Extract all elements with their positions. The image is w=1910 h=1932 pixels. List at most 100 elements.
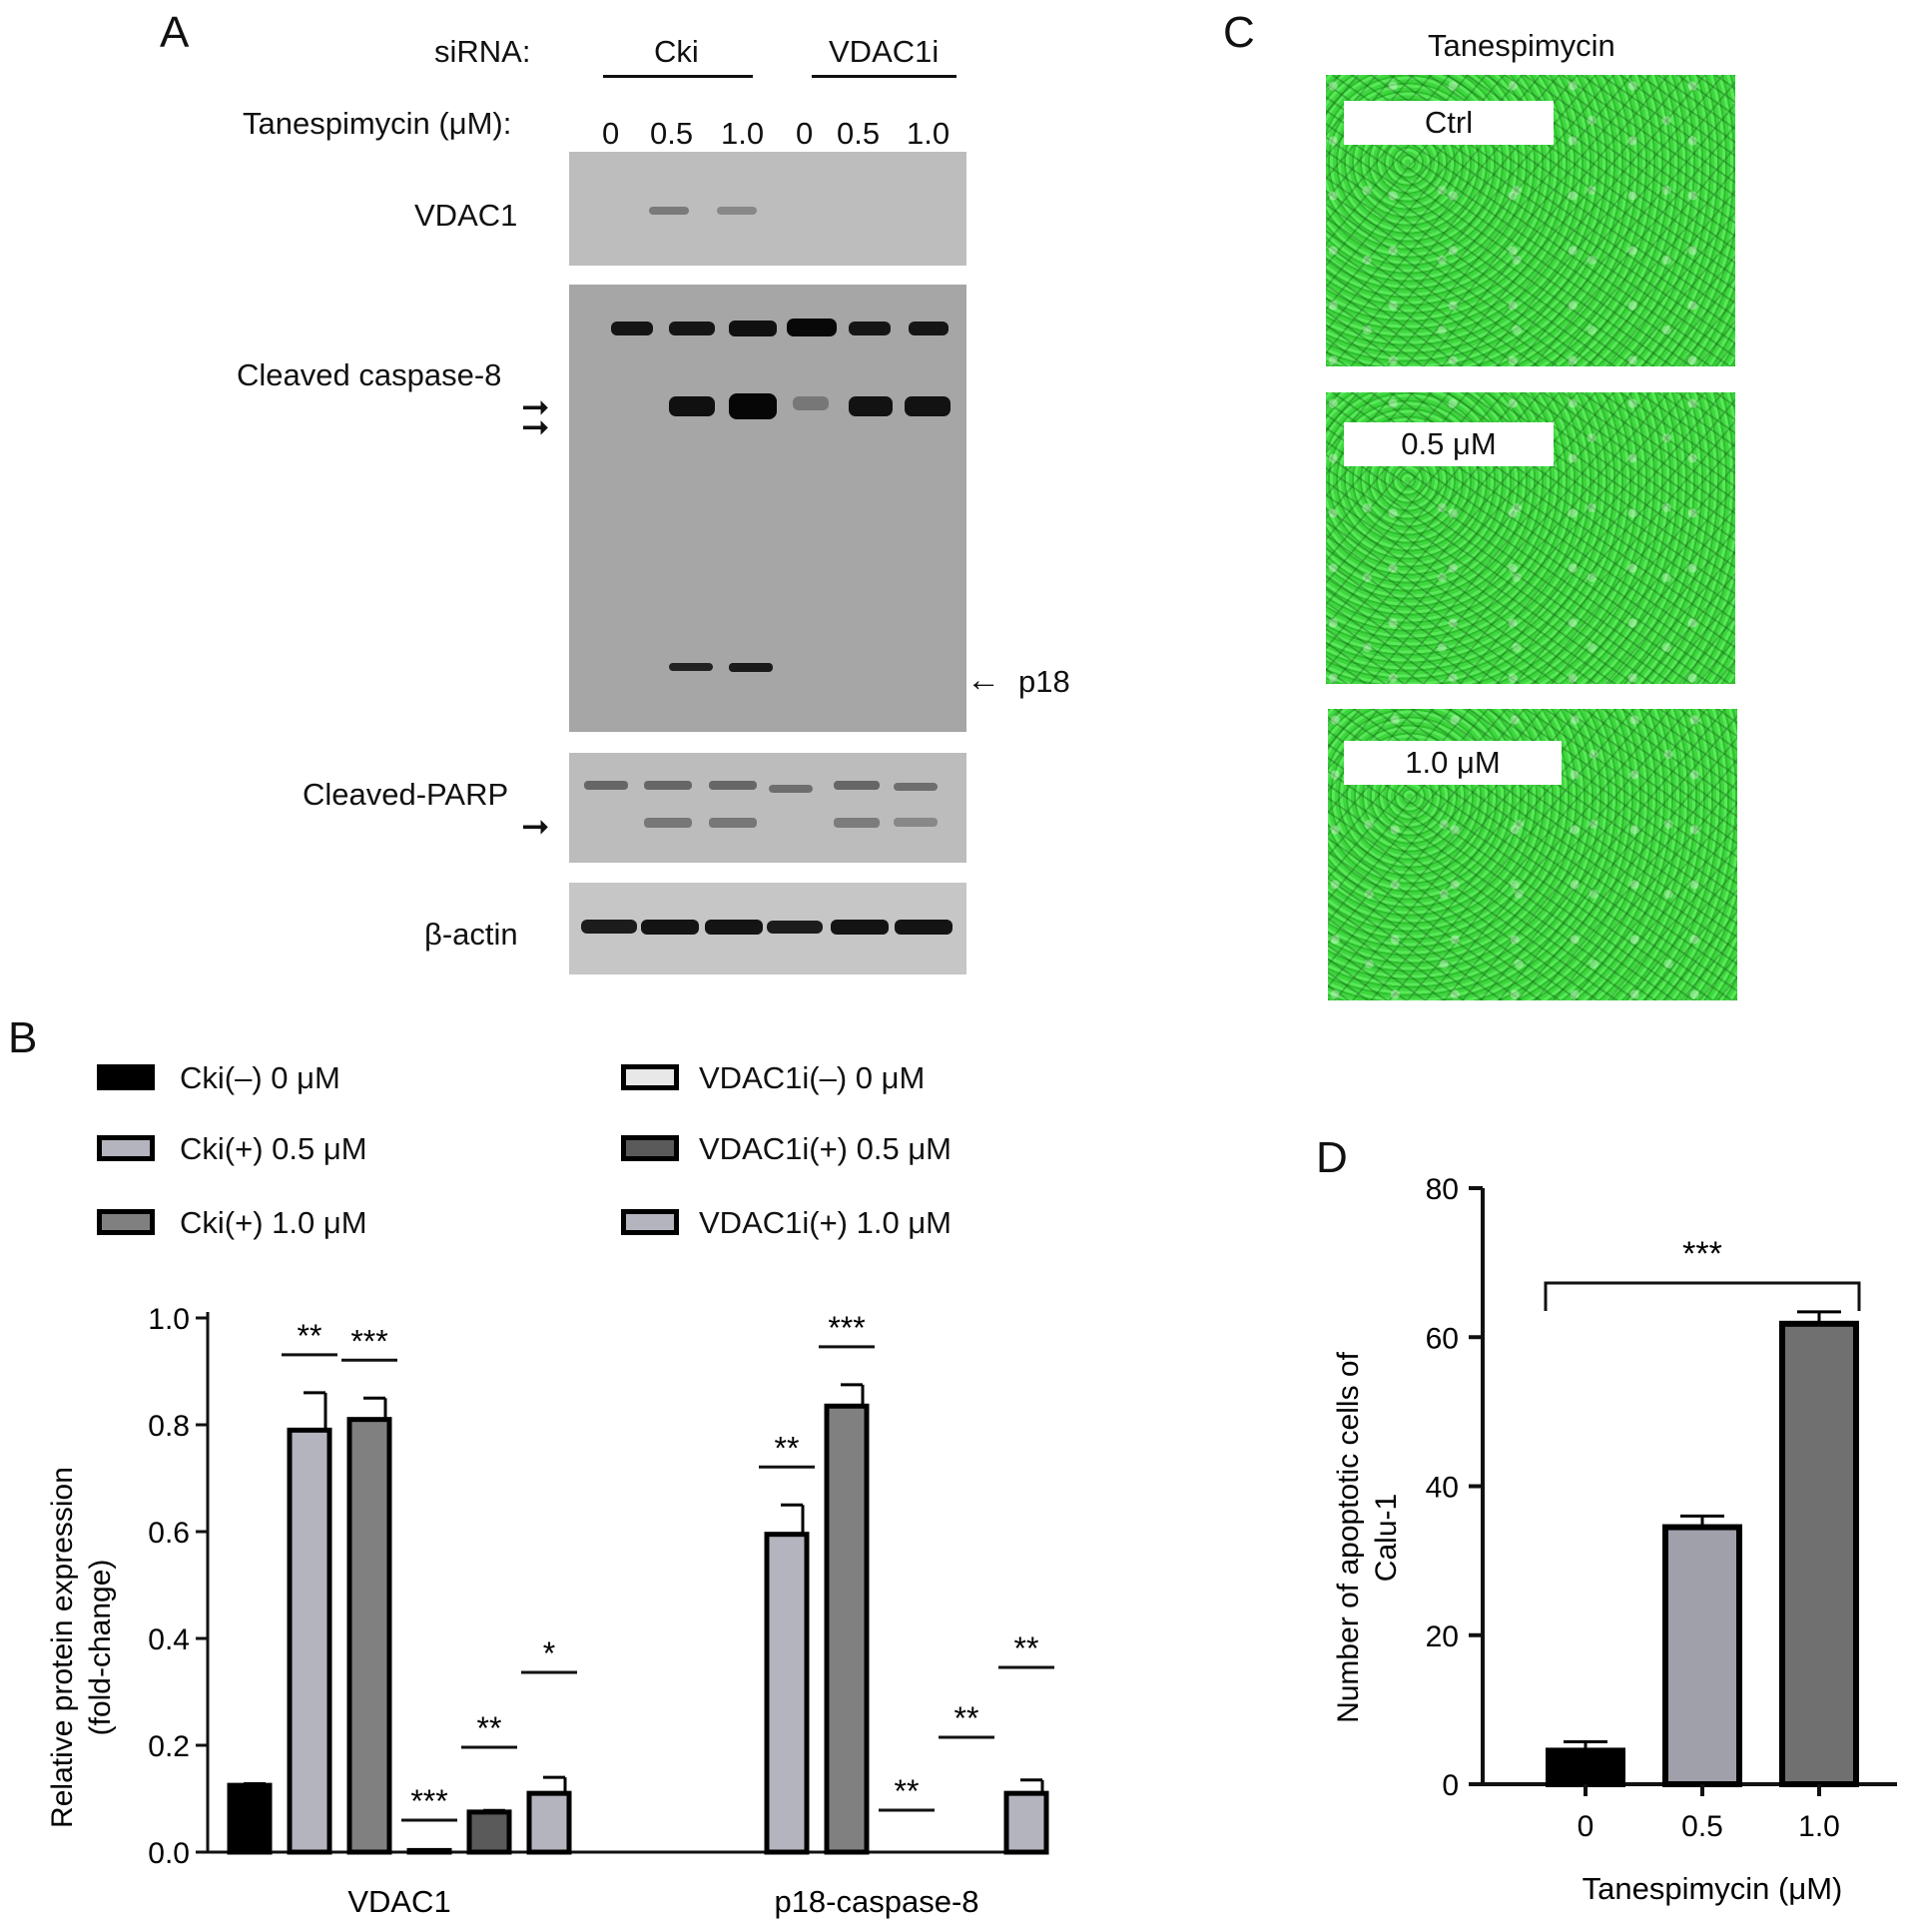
x-tick-label: 0 bbox=[1578, 1810, 1594, 1843]
bar bbox=[1779, 1320, 1859, 1787]
ylabel-line2: Calu-1 bbox=[1370, 1494, 1403, 1582]
legend-label: Cki(+) 0.5 μM bbox=[180, 1131, 367, 1166]
bar bbox=[406, 1847, 452, 1855]
bar bbox=[526, 1790, 572, 1855]
significance-label: *** bbox=[350, 1323, 387, 1359]
y-tick-label: 0.0 bbox=[148, 1837, 190, 1870]
arrow-icon: ➞ bbox=[521, 388, 550, 426]
micrograph-label-10: 1.0 μM bbox=[1344, 741, 1562, 785]
band bbox=[669, 663, 713, 671]
arrow-left-icon: ← bbox=[966, 661, 1000, 699]
blot-label-vdac1: VDAC1 bbox=[414, 198, 518, 233]
band bbox=[895, 920, 953, 935]
significance-label: ** bbox=[955, 1700, 979, 1736]
significance-label: *** bbox=[1682, 1235, 1722, 1273]
chart-d-plot: 0 20 40 60 80 0 0.5 1.0 *** bbox=[1426, 1173, 1897, 1843]
significance-bracket bbox=[1544, 1281, 1861, 1311]
significance-label: *** bbox=[828, 1310, 865, 1346]
bar bbox=[466, 1809, 512, 1855]
band bbox=[729, 393, 777, 419]
group-label-vdac1i: VDAC1i bbox=[829, 34, 940, 69]
bar bbox=[227, 1782, 273, 1855]
blot-parp bbox=[569, 753, 966, 863]
y-tick-label: 1.0 bbox=[148, 1303, 190, 1336]
y-tick-label: 20 bbox=[1426, 1620, 1459, 1653]
blot-vdac1 bbox=[569, 152, 966, 266]
y-tick-label: 0 bbox=[1442, 1769, 1459, 1802]
bar bbox=[824, 1403, 870, 1855]
panel-c-title: Tanespimycin bbox=[1428, 28, 1615, 63]
micrograph-05: 0.5 μM bbox=[1326, 392, 1735, 684]
y-tick-label: 40 bbox=[1426, 1472, 1459, 1505]
band bbox=[834, 818, 880, 828]
legend-swatch bbox=[621, 1064, 679, 1090]
chart-d: Number of apoptotic cells of Calu-1 Tane… bbox=[1332, 1173, 1897, 1906]
legend-label: Cki(–) 0 μM bbox=[180, 1060, 340, 1095]
significance-label: * bbox=[543, 1635, 555, 1671]
significance-label: *** bbox=[410, 1783, 447, 1819]
band bbox=[644, 781, 692, 790]
band bbox=[849, 396, 893, 416]
blot-actin bbox=[569, 883, 966, 974]
band bbox=[793, 396, 829, 410]
band bbox=[669, 396, 715, 416]
band bbox=[729, 321, 777, 336]
sirna-label: siRNA: bbox=[434, 34, 531, 69]
micrograph-label-05: 0.5 μM bbox=[1344, 422, 1554, 466]
band bbox=[649, 207, 689, 215]
group-label-cki: Cki bbox=[654, 34, 699, 69]
significance-label: ** bbox=[1014, 1630, 1039, 1666]
x-tick-label: 0.5 bbox=[1681, 1810, 1723, 1843]
micrograph-10: 1.0 μM bbox=[1328, 709, 1737, 1000]
band bbox=[909, 322, 949, 335]
band bbox=[641, 920, 699, 935]
micrograph-ctrl: Ctrl bbox=[1326, 75, 1735, 366]
band bbox=[849, 322, 891, 335]
y-tick-label: 80 bbox=[1426, 1173, 1459, 1206]
bar bbox=[1003, 1790, 1049, 1855]
dose-0: 0 bbox=[602, 116, 620, 151]
band bbox=[705, 920, 763, 935]
band bbox=[831, 920, 889, 935]
significance-label: ** bbox=[895, 1773, 920, 1809]
legend-label: VDAC1i(+) 0.5 μM bbox=[699, 1131, 953, 1166]
chart-d-xlabel: Tanespimycin (μM) bbox=[1583, 1871, 1843, 1906]
band bbox=[709, 818, 757, 828]
legend-label: VDAC1i(–) 0 μM bbox=[699, 1060, 926, 1095]
dose-label: Tanespimycin (μM): bbox=[243, 106, 512, 141]
dose-4: 0.5 bbox=[837, 116, 881, 151]
band bbox=[644, 818, 692, 828]
significance-label: ** bbox=[298, 1318, 322, 1354]
panel-d-label: D bbox=[1316, 1133, 1348, 1182]
blot-label-caspase8: Cleaved caspase-8 bbox=[237, 357, 502, 392]
group-line-cki bbox=[603, 75, 753, 78]
chart-b-ylabel: Relative protein expression (fold-change… bbox=[46, 1467, 117, 1828]
band bbox=[709, 781, 757, 790]
bar bbox=[346, 1417, 392, 1855]
band bbox=[729, 663, 773, 672]
legend-swatch bbox=[97, 1135, 155, 1161]
band bbox=[584, 781, 628, 790]
bar bbox=[1546, 1747, 1625, 1788]
p18-label: p18 bbox=[1018, 664, 1070, 699]
dose-5: 1.0 bbox=[907, 116, 951, 151]
band bbox=[894, 818, 938, 827]
dose-1: 0.5 bbox=[650, 116, 694, 151]
legend-swatch bbox=[97, 1209, 155, 1235]
legend-label: Cki(+) 1.0 μM bbox=[180, 1205, 367, 1240]
legend-swatch bbox=[621, 1135, 679, 1161]
panel-c-label: C bbox=[1223, 8, 1255, 57]
y-tick-label: 0.2 bbox=[148, 1730, 190, 1763]
bar bbox=[764, 1532, 810, 1855]
chart-d-ylabel: Number of apoptotic cells of Calu-1 bbox=[1332, 1351, 1403, 1723]
band bbox=[905, 396, 951, 416]
blot-label-parp: Cleaved-PARP bbox=[303, 777, 509, 812]
x-tick-label: 1.0 bbox=[1798, 1810, 1840, 1843]
y-tick-label: 0.4 bbox=[148, 1623, 190, 1656]
group-line-vdac1i bbox=[812, 75, 956, 78]
legend-swatch bbox=[621, 1209, 679, 1235]
significance-label: ** bbox=[477, 1710, 502, 1746]
y-tick-label: 0.6 bbox=[148, 1517, 190, 1550]
band bbox=[894, 783, 938, 791]
band bbox=[717, 207, 757, 215]
